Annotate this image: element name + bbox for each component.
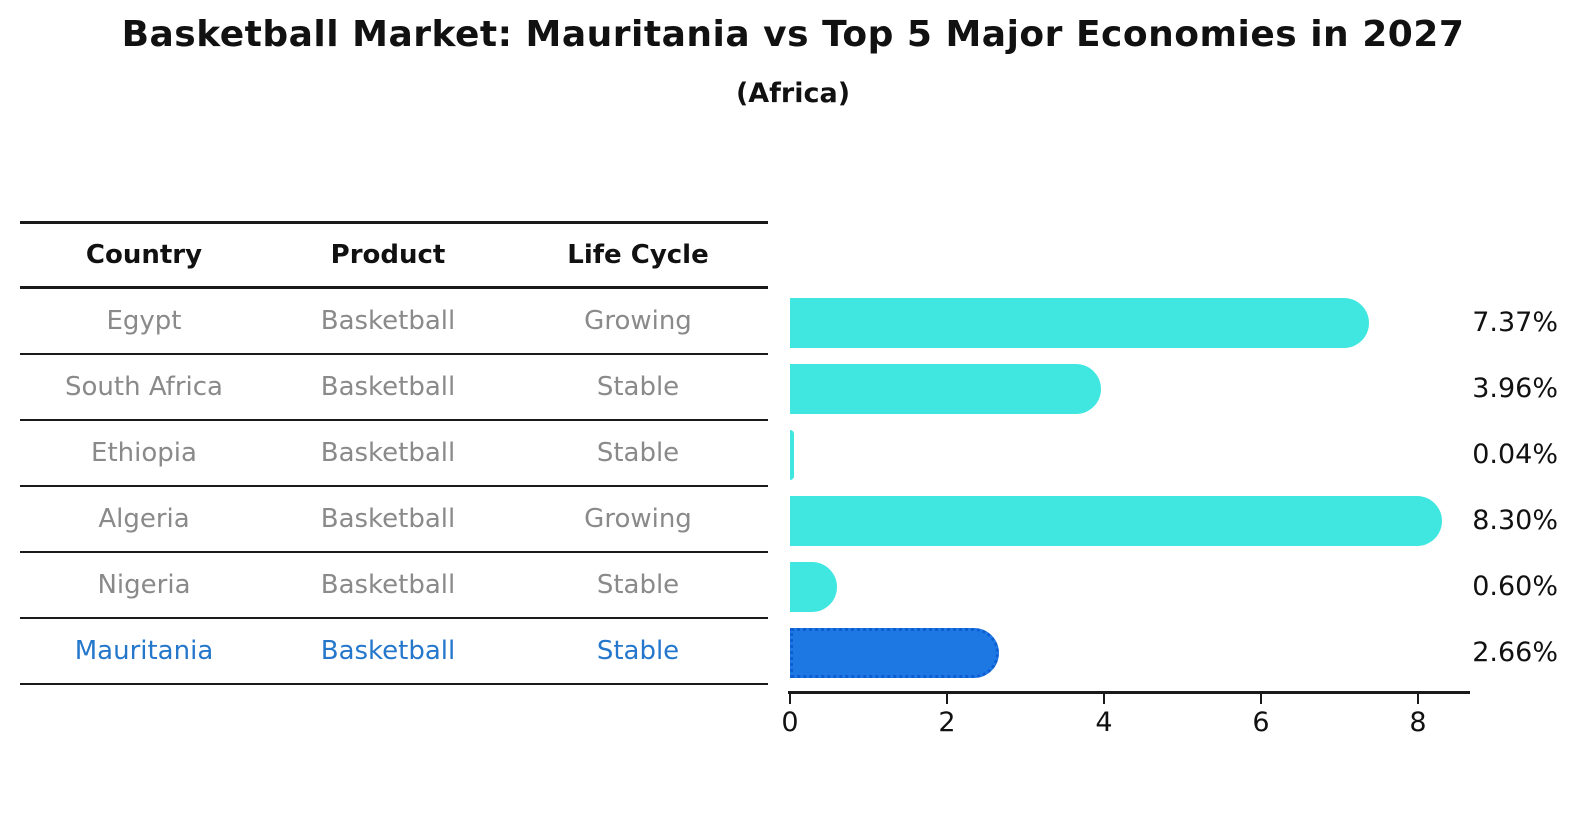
- x-tick-label: 8: [1409, 707, 1427, 738]
- bar-algeria: [790, 496, 1442, 546]
- table-cell-life-cycle: Stable: [596, 438, 680, 468]
- bar-row: [790, 422, 1490, 488]
- country-table: Country Product Life Cycle Egypt Basketba…: [20, 221, 768, 685]
- table-cell-country: Ethiopia: [91, 438, 197, 468]
- bar-south-africa: [790, 364, 1101, 414]
- table-cell-life-cycle: Stable: [596, 636, 680, 666]
- bar-ethiopia: [790, 430, 794, 480]
- table-cell-life-cycle: Growing: [584, 504, 692, 534]
- table-cell-life-cycle: Stable: [596, 570, 680, 600]
- table-cell-product: Basketball: [320, 636, 456, 666]
- value-label: 3.96%: [1472, 373, 1558, 404]
- table-row: Mauritania Basketball Stable: [20, 619, 768, 685]
- x-tick: [789, 694, 791, 704]
- table-body: Egypt Basketball Growing South Africa Basket…: [20, 289, 768, 685]
- bar-row: [790, 488, 1490, 554]
- table-row: Algeria Basketball Growing: [20, 487, 768, 553]
- value-label: 7.37%: [1472, 307, 1558, 338]
- x-axis-line: [788, 691, 1470, 694]
- bar-row: [790, 620, 1490, 686]
- table-header-country: Country: [85, 240, 203, 270]
- table-row: South Africa Basketball Stable: [20, 355, 768, 421]
- table-cell-country: Mauritania: [74, 636, 214, 666]
- x-tick: [946, 694, 948, 704]
- chart-title: Basketball Market: Mauritania vs Top 5 M…: [121, 14, 1465, 55]
- table-cell-country: South Africa: [65, 372, 223, 402]
- table-cell-product: Basketball: [320, 504, 456, 534]
- value-label: 2.66%: [1472, 637, 1558, 668]
- table-header-life-cycle: Life Cycle: [567, 240, 709, 270]
- table-header-row: Country Product Life Cycle: [20, 224, 768, 289]
- value-label: 8.30%: [1472, 505, 1558, 536]
- bar-mauritania: [790, 628, 999, 678]
- x-tick: [1103, 694, 1105, 704]
- bar-row: [790, 290, 1490, 356]
- table-cell-product: Basketball: [320, 372, 456, 402]
- bar-chart: 0 2 4 6 8: [781, 290, 1586, 750]
- bar-nigeria: [790, 562, 837, 612]
- x-tick: [1260, 694, 1262, 704]
- table-cell-country: Algeria: [98, 504, 190, 534]
- table-row: Ethiopia Basketball Stable: [20, 421, 768, 487]
- chart-subtitle: (Africa): [735, 78, 851, 109]
- table-row: Nigeria Basketball Stable: [20, 553, 768, 619]
- bar-row: [790, 554, 1490, 620]
- table-cell-product: Basketball: [320, 570, 456, 600]
- table-cell-country: Nigeria: [97, 570, 191, 600]
- bar-row: [790, 356, 1490, 422]
- x-tick-label: 6: [1252, 707, 1270, 738]
- x-tick: [1417, 694, 1419, 704]
- table-row: Egypt Basketball Growing: [20, 289, 768, 355]
- value-label: 0.60%: [1472, 571, 1558, 602]
- table-cell-product: Basketball: [320, 438, 456, 468]
- table-cell-product: Basketball: [320, 306, 456, 336]
- x-tick-label: 2: [938, 707, 956, 738]
- value-label: 0.04%: [1472, 439, 1558, 470]
- table-cell-life-cycle: Growing: [584, 306, 692, 336]
- table-cell-life-cycle: Stable: [596, 372, 680, 402]
- x-tick-label: 4: [1095, 707, 1113, 738]
- bar-egypt: [790, 298, 1369, 348]
- table-cell-country: Egypt: [106, 306, 182, 336]
- table-header-product: Product: [330, 240, 446, 270]
- x-tick-label: 0: [781, 707, 799, 738]
